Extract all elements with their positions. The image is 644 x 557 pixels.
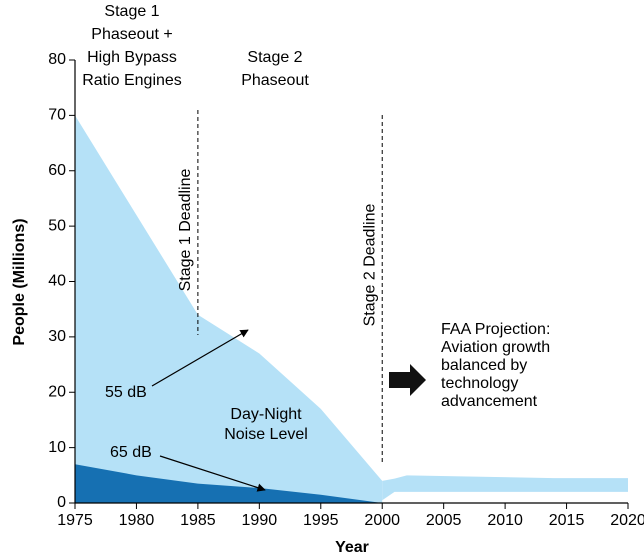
y-tick-label: 80 bbox=[48, 51, 66, 68]
area bbox=[75, 464, 383, 503]
annotation: Phaseout bbox=[241, 72, 309, 89]
x-tick-label: 2020 bbox=[610, 512, 644, 529]
annotation: balanced by bbox=[441, 357, 527, 374]
annotation: FAA Projection: bbox=[441, 321, 550, 338]
big-arrow bbox=[389, 364, 426, 396]
x-tick-label: 2000 bbox=[364, 512, 400, 529]
y-tick-label: 30 bbox=[48, 328, 66, 345]
y-tick-label: 10 bbox=[48, 439, 66, 456]
annotation: Stage 1 bbox=[104, 3, 159, 20]
x-tick-label: 1990 bbox=[242, 512, 278, 529]
x-tick-label: 1980 bbox=[119, 512, 155, 529]
x-tick-label: 2015 bbox=[549, 512, 585, 529]
y-tick-label: 50 bbox=[48, 217, 66, 234]
annotation: technology bbox=[441, 375, 518, 392]
annotation: 65 dB bbox=[110, 444, 152, 461]
annotation: Phaseout + bbox=[91, 26, 172, 43]
x-tick-label: 1985 bbox=[180, 512, 216, 529]
annotation: Noise Level bbox=[224, 426, 308, 443]
arrow bbox=[159, 455, 266, 492]
x-tick-label: 1995 bbox=[303, 512, 339, 529]
y-tick-label: 20 bbox=[48, 383, 66, 400]
deadline-label: Stage 2 Deadline bbox=[361, 204, 378, 327]
annotation: Stage 2 bbox=[247, 49, 302, 66]
x-axis-label: Year bbox=[335, 539, 369, 556]
x-tick-label: 1975 bbox=[57, 512, 93, 529]
y-tick-label: 70 bbox=[48, 107, 66, 124]
x-tick-label: 2005 bbox=[426, 512, 462, 529]
annotation: Ratio Engines bbox=[82, 72, 182, 89]
x-tick-label: 2010 bbox=[487, 512, 523, 529]
y-axis-label: People (Millions) bbox=[11, 218, 28, 345]
y-tick-label: 40 bbox=[48, 273, 66, 290]
annotation: Day-Night bbox=[230, 406, 302, 423]
deadline-label: Stage 1 Deadline bbox=[177, 169, 194, 292]
y-tick-label: 60 bbox=[48, 162, 66, 179]
annotation: advancement bbox=[441, 393, 538, 410]
annotation: High Bypass bbox=[87, 49, 177, 66]
arrow bbox=[151, 329, 249, 387]
annotation: Aviation growth bbox=[441, 339, 550, 356]
area bbox=[382, 475, 628, 501]
area bbox=[75, 115, 383, 503]
annotation: 55 dB bbox=[105, 384, 147, 401]
y-tick-label: 0 bbox=[57, 494, 66, 511]
